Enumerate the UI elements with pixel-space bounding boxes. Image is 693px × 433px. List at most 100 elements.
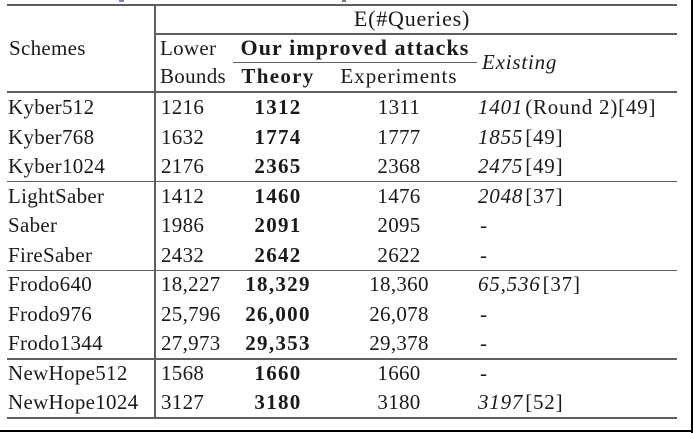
table-row: Frodo1344 27,973 29,353 29,378 - — [0, 329, 693, 359]
experiments-value: 29,378 — [369, 331, 429, 356]
existing-value: - — [470, 243, 693, 268]
cutoff-text-speck-2 — [342, 0, 346, 2]
existing-value: 3197[52] — [470, 390, 693, 415]
group-rule-3 — [7, 358, 677, 360]
existing-number: 3197 — [478, 390, 524, 415]
lower-bound-value: 1568 — [161, 360, 205, 385]
lower-bound-value: 2176 — [161, 154, 205, 179]
queries-underline-rule — [154, 33, 677, 35]
experiments-value: 2622 — [377, 242, 421, 267]
existing-citation: - — [480, 301, 488, 326]
experiments-value: 2095 — [377, 213, 421, 238]
existing-value: 65,536[37] — [470, 272, 693, 297]
theory-value: 2091 — [254, 213, 302, 238]
existing-value: - — [470, 302, 693, 327]
table-row: NewHope512 1568 1660 1660 - — [0, 359, 693, 389]
lower-bound-value: 1412 — [161, 183, 205, 208]
experiments-value: 1777 — [377, 124, 421, 149]
existing-value: 1401(Round 2)[49] — [470, 95, 693, 120]
theory-value: 26,000 — [245, 301, 311, 326]
theory-value: 2642 — [254, 242, 302, 267]
existing-value: 2475[49] — [470, 154, 693, 179]
existing-value: 1855[49] — [470, 125, 693, 150]
table-row: LightSaber 1412 1460 1476 2048[37] — [0, 182, 693, 212]
theory-value: 2365 — [254, 154, 302, 179]
existing-citation: - — [480, 331, 488, 356]
experiments-value: 1311 — [377, 95, 421, 120]
lower-bound-value: 27,973 — [161, 331, 221, 356]
existing-citation: [37] — [542, 272, 581, 297]
header-bottom-rule — [7, 90, 677, 93]
existing-citation: [37] — [525, 183, 564, 208]
table-row: Kyber768 1632 1774 1777 1855[49] — [0, 123, 693, 153]
scheme-name: FireSaber — [8, 242, 93, 267]
scheme-name: Kyber1024 — [8, 154, 106, 179]
existing-number: 2048 — [478, 183, 524, 208]
theory-value: 1660 — [254, 360, 302, 385]
existing-value: - — [470, 331, 693, 356]
table-bottom-rule — [7, 416, 677, 419]
header-theory: Theory — [241, 64, 315, 88]
page-right-edge — [690, 0, 693, 433]
header-lower-line1: Lower — [160, 36, 217, 60]
header-schemes: Schemes — [9, 35, 86, 60]
table-row: FireSaber 2432 2642 2622 - — [0, 241, 693, 271]
existing-citation: - — [480, 360, 488, 385]
lower-bound-value: 25,796 — [161, 301, 221, 326]
experiments-value: 1476 — [377, 183, 421, 208]
header-improved-attacks: Our improved attacks — [240, 34, 470, 60]
header-experiments: Experiments — [340, 64, 458, 88]
lower-bound-value: 1632 — [161, 124, 205, 149]
theory-value: 18,329 — [245, 272, 311, 297]
header-existing: Existing — [482, 50, 558, 74]
lower-bound-value: 2432 — [161, 242, 205, 267]
existing-citation: - — [480, 242, 488, 267]
existing-number: 1401 — [478, 95, 524, 120]
scheme-name: Frodo640 — [8, 272, 93, 297]
theory-value: 29,353 — [245, 331, 311, 356]
scheme-name: Saber — [8, 213, 58, 238]
lower-bound-value: 18,227 — [161, 272, 221, 297]
table-row: NewHope1024 3127 3180 3180 3197[52] — [0, 388, 693, 418]
table-row: Kyber1024 2176 2365 2368 2475[49] — [0, 152, 693, 182]
table-row: Frodo640 18,227 18,329 18,360 65,536[37] — [0, 270, 693, 300]
table-top-rule — [7, 3, 677, 6]
existing-citation: [49] — [525, 124, 564, 149]
existing-value: 2048[37] — [470, 184, 693, 209]
existing-number: 1855 — [478, 124, 524, 149]
page-bottom-edge — [0, 429, 693, 432]
existing-citation: - — [480, 213, 488, 238]
group-rule-1 — [7, 180, 677, 183]
existing-citation: [52] — [525, 390, 564, 415]
existing-citation: [49] — [525, 154, 564, 179]
cutoff-text-speck-1 — [119, 0, 124, 2]
existing-value: - — [470, 213, 693, 238]
existing-value: - — [470, 361, 693, 386]
theory-value: 1312 — [254, 95, 302, 120]
header-lower-line2: Bounds — [160, 64, 226, 88]
header-queries: E(#Queries) — [353, 5, 471, 31]
experiments-value: 26,078 — [369, 301, 429, 326]
scheme-name: Kyber512 — [8, 95, 95, 120]
scheme-name: Frodo976 — [8, 301, 93, 326]
existing-number: 2475 — [478, 154, 524, 179]
table-row: Frodo976 25,796 26,000 26,078 - — [0, 300, 693, 330]
experiments-value: 18,360 — [369, 272, 429, 297]
lower-bound-value: 1216 — [161, 95, 205, 120]
schemes-vertical-rule — [154, 5, 156, 418]
table-rows: Kyber512 1216 1312 1311 1401(Round 2)[49] Kyb… — [0, 93, 693, 418]
scheme-name: NewHope512 — [8, 360, 128, 385]
existing-citation: (Round 2)[49] — [525, 95, 657, 120]
scheme-name: Kyber768 — [8, 124, 95, 149]
lower-bound-value: 1986 — [161, 213, 205, 238]
theory-value: 1460 — [254, 183, 302, 208]
theory-value: 3180 — [254, 390, 302, 415]
group-rule-2 — [7, 269, 677, 272]
scheme-name: LightSaber — [8, 183, 105, 208]
experiments-value: 1660 — [377, 360, 421, 385]
table-row: Saber 1986 2091 2095 - — [0, 211, 693, 241]
lower-bound-value: 3127 — [161, 390, 205, 415]
improved-underline-rule — [233, 61, 477, 63]
experiments-value: 2368 — [377, 154, 421, 179]
